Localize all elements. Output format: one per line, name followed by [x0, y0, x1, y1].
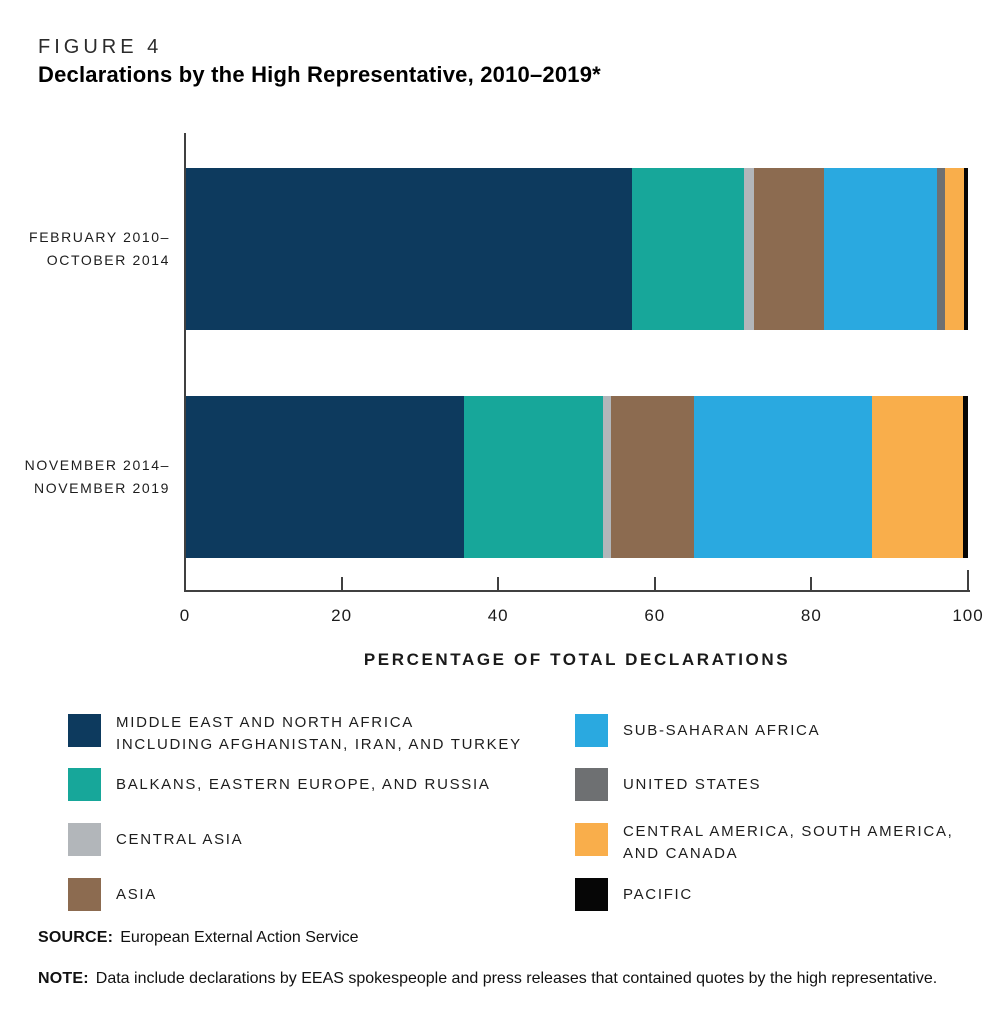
- chart-legend: MIDDLE EAST AND NORTH AFRICA INCLUDING AF…: [0, 712, 1000, 912]
- legend-label-united-states: UNITED STATES: [623, 774, 761, 796]
- bar-segment-mena: [186, 168, 632, 330]
- category-label-line: NOVEMBER 2014–: [24, 457, 170, 473]
- stacked-bar-2014-2019: [186, 396, 968, 558]
- legend-label-pacific: PACIFIC: [623, 884, 693, 906]
- bar-segment-sub-saharan-africa: [824, 168, 937, 330]
- bar-segment-balkans: [631, 168, 744, 330]
- legend-label-line: PACIFIC: [623, 885, 693, 903]
- bar-segment-central-asia: [743, 168, 755, 330]
- legend-label-line: INCLUDING AFGHANISTAN, IRAN, AND TURKEY: [116, 736, 522, 753]
- note-label: NOTE:: [38, 970, 89, 987]
- legend-column-right: SUB-SAHARAN AFRICA UNITED STATES CENTRAL A…: [575, 712, 995, 912]
- figure-title: Declarations by the High Representative,…: [38, 62, 601, 87]
- bar-segment-pacific: [964, 168, 968, 330]
- legend-label-sub-saharan-africa: SUB-SAHARAN AFRICA: [623, 720, 820, 742]
- legend-label-americas: CENTRAL AMERICA, SOUTH AMERICA, AND CANAD…: [623, 821, 954, 865]
- stacked-bar-2010-2014: [186, 168, 968, 330]
- legend-item-pacific: PACIFIC: [575, 878, 693, 911]
- legend-label-asia: ASIA: [116, 884, 157, 906]
- x-tick-mark: [340, 577, 343, 591]
- legend-swatch-united-states: [575, 768, 608, 801]
- legend-label-line: CENTRAL ASIA: [116, 830, 244, 848]
- legend-swatch-asia: [68, 878, 101, 911]
- legend-swatch-central-asia: [68, 823, 101, 856]
- legend-label-line: BALKANS, EASTERN EUROPE, AND RUSSIA: [116, 775, 491, 793]
- legend-column-left: MIDDLE EAST AND NORTH AFRICA INCLUDING AF…: [68, 712, 538, 912]
- legend-label-line: UNITED STATES: [623, 775, 762, 793]
- legend-swatch-mena: [68, 714, 101, 747]
- category-label-line: FEBRUARY 2010–: [29, 229, 170, 245]
- x-tick-label: 80: [800, 606, 822, 625]
- x-tick-label: 40: [487, 606, 509, 625]
- x-tick-label: 100: [952, 606, 984, 625]
- legend-label-line: MIDDLE EAST AND NORTH AFRICA: [116, 714, 414, 731]
- source-text: European External Action Service: [120, 929, 359, 946]
- bar-segment-sub-saharan-africa: [694, 396, 872, 558]
- legend-label-line: AND CANADA: [623, 845, 739, 862]
- legend-swatch-pacific: [575, 878, 608, 911]
- x-tick-mark: [653, 577, 656, 591]
- legend-label-balkans: BALKANS, EASTERN EUROPE, AND RUSSIA: [116, 774, 491, 796]
- y-axis-line: [184, 133, 186, 592]
- bar-segment-americas: [871, 396, 964, 558]
- legend-item-americas: CENTRAL AMERICA, SOUTH AMERICA, AND CANAD…: [575, 823, 954, 865]
- bar-segment-united-states: [936, 168, 946, 330]
- category-label-line: NOVEMBER 2019: [34, 480, 170, 496]
- legend-item-asia: ASIA: [68, 878, 157, 911]
- source-label: SOURCE:: [38, 929, 114, 946]
- legend-label-line: ASIA: [116, 885, 157, 903]
- x-axis-tick-labels: 0 20 40 60 80 100: [180, 606, 983, 628]
- x-tick-mark: [967, 570, 969, 591]
- legend-label-mena: MIDDLE EAST AND NORTH AFRICA INCLUDING AF…: [116, 712, 522, 756]
- category-label-line: OCTOBER 2014: [46, 252, 170, 268]
- note-text: Data include declarations by EEAS spokes…: [95, 970, 938, 987]
- legend-swatch-americas: [575, 823, 608, 856]
- legend-item-mena: MIDDLE EAST AND NORTH AFRICA INCLUDING AF…: [68, 714, 522, 756]
- bar-segment-balkans: [463, 396, 603, 558]
- x-tick-mark: [810, 577, 813, 591]
- bar-segment-americas: [945, 168, 965, 330]
- legend-item-balkans: BALKANS, EASTERN EUROPE, AND RUSSIA: [68, 768, 491, 801]
- bar-segment-central-asia: [602, 396, 611, 558]
- x-tick-label: 20: [331, 606, 353, 625]
- legend-label-line: CENTRAL AMERICA, SOUTH AMERICA,: [623, 823, 954, 840]
- category-label-2014-2019: NOVEMBER 2014– NOVEMBER 2019: [20, 454, 170, 500]
- x-tick-label: 60: [644, 606, 666, 625]
- bar-segment-asia: [754, 168, 825, 330]
- bar-segment-pacific: [963, 396, 968, 558]
- note-caption: NOTE: Data include declarations by EEAS s…: [38, 970, 978, 988]
- legend-swatch-sub-saharan-africa: [575, 714, 608, 747]
- category-label-2010-2014: FEBRUARY 2010– OCTOBER 2014: [20, 226, 170, 272]
- x-tick-label: 0: [179, 606, 191, 625]
- legend-label-line: SUB-SAHARAN AFRICA: [623, 721, 821, 739]
- bar-segment-asia: [610, 396, 695, 558]
- legend-swatch-balkans: [68, 768, 101, 801]
- x-axis-line: [184, 590, 970, 592]
- source-caption: SOURCE: European External Action Service: [38, 929, 359, 947]
- legend-item-central-asia: CENTRAL ASIA: [68, 823, 243, 856]
- bar-segment-mena: [186, 396, 464, 558]
- legend-label-central-asia: CENTRAL ASIA: [116, 829, 243, 851]
- x-tick-mark: [497, 577, 500, 591]
- legend-item-united-states: UNITED STATES: [575, 768, 761, 801]
- figure-number: FIGURE 4: [38, 36, 163, 58]
- x-axis-title: PERCENTAGE OF TOTAL DECLARATIONS: [363, 650, 791, 669]
- legend-item-sub-saharan-africa: SUB-SAHARAN AFRICA: [575, 714, 820, 747]
